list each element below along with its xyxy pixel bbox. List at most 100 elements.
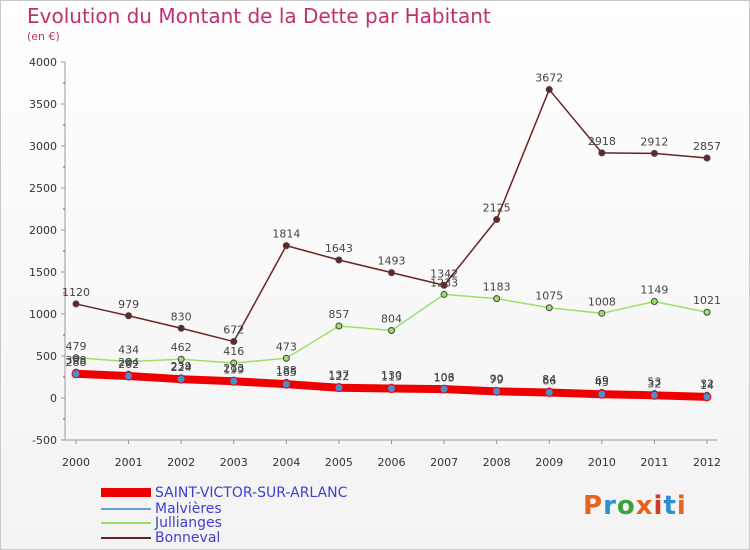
data-point: [176, 374, 186, 384]
x-tick-label: 2000: [62, 456, 90, 469]
data-point: [281, 379, 291, 389]
logo-letter: i: [653, 491, 664, 521]
data-label: 284: [118, 356, 139, 369]
legend-label: Jullianges: [155, 515, 222, 531]
x-tick-label: 2005: [325, 456, 353, 469]
data-label: 1183: [483, 281, 511, 294]
data-point: [598, 309, 606, 317]
legend-swatch: [101, 537, 151, 539]
data-point: [335, 256, 343, 264]
data-label: 122: [328, 370, 349, 383]
data-point: [650, 297, 658, 305]
data-label: 1008: [588, 295, 616, 308]
data-point: [702, 392, 712, 402]
data-label: 53: [647, 376, 661, 389]
data-point: [334, 383, 344, 393]
x-tick-label: 2011: [640, 456, 668, 469]
logo-letter: o: [616, 491, 636, 521]
data-point: [230, 338, 238, 346]
data-label: 79: [490, 373, 504, 386]
data-point: [440, 281, 448, 289]
legend-label: SAINT-VICTOR-SUR-ARLANC: [155, 485, 348, 501]
y-tick-label: 1500: [29, 266, 57, 279]
data-label: 45: [595, 376, 609, 389]
x-tick-label: 2009: [535, 456, 563, 469]
y-tick-label: 2000: [29, 224, 57, 237]
logo-letter: x: [635, 491, 654, 521]
data-label: 224: [171, 361, 192, 374]
data-label: 66: [542, 374, 556, 387]
data-label: 1493: [378, 255, 406, 268]
data-point: [493, 216, 501, 223]
data-label: 32: [647, 377, 661, 390]
data-label: 473: [276, 340, 297, 353]
data-label: 479: [66, 340, 87, 353]
data-label: 106: [434, 371, 455, 384]
data-point: [282, 354, 290, 362]
chart-title: Evolution du Montant de la Dette par Hab…: [27, 4, 491, 28]
data-point: [177, 324, 185, 332]
x-tick-label: 2010: [588, 456, 616, 469]
data-label: 1233: [430, 276, 458, 289]
data-label: 1814: [272, 228, 300, 241]
y-tick-label: 3000: [29, 140, 57, 153]
data-label: 32: [700, 377, 714, 390]
data-label: 2857: [693, 140, 721, 153]
data-label: 165: [276, 366, 297, 379]
data-label: 1021: [693, 294, 721, 307]
data-label: 416: [223, 345, 244, 358]
data-label: 830: [171, 310, 192, 323]
legend-swatch: [101, 488, 151, 497]
data-point: [72, 354, 80, 362]
data-point: [597, 389, 607, 399]
data-point: [544, 387, 554, 397]
data-label: 103: [434, 371, 455, 384]
data-point: [229, 376, 239, 386]
data-label: 199: [223, 363, 244, 376]
y-tick-label: 500: [36, 350, 57, 363]
data-label: 14: [700, 379, 714, 392]
data-point: [177, 355, 185, 363]
data-label: 239: [171, 360, 192, 373]
proxiti-logo: Proxiti: [583, 491, 687, 521]
data-label: 288: [66, 356, 87, 369]
data-point: [72, 300, 80, 308]
logo-letter: r: [603, 491, 617, 521]
data-label: 3672: [535, 72, 563, 85]
data-label: 857: [328, 308, 349, 321]
data-label: 84: [542, 373, 556, 386]
data-point: [388, 269, 395, 277]
x-tick-label: 2001: [115, 456, 143, 469]
data-point: [493, 295, 501, 303]
x-tick-label: 2007: [430, 456, 458, 469]
x-tick-label: 2003: [220, 456, 248, 469]
data-label: 188: [276, 364, 297, 377]
x-tick-label: 2004: [272, 456, 300, 469]
data-label: 1120: [62, 286, 90, 299]
legend-swatch: [101, 508, 151, 510]
data-point: [125, 358, 133, 366]
data-point: [545, 304, 553, 312]
y-tick-label: 4000: [29, 56, 57, 69]
x-tick-label: 2008: [483, 456, 511, 469]
legend-label: Malvières: [155, 501, 222, 517]
data-label: 213: [223, 362, 244, 375]
y-tick-label: 3500: [29, 98, 57, 111]
logo-letter: P: [583, 491, 604, 521]
data-point: [492, 386, 502, 396]
data-point: [125, 312, 133, 320]
data-label: 979: [118, 298, 139, 311]
data-label: 1643: [325, 242, 353, 255]
data-point: [335, 322, 343, 330]
data-label: 137: [328, 368, 349, 381]
x-tick-label: 2006: [378, 456, 406, 469]
data-point: [282, 242, 290, 250]
data-label: 2918: [588, 135, 616, 148]
data-label: 69: [595, 374, 609, 387]
data-point: [703, 154, 711, 162]
y-tick-label: -500: [32, 434, 57, 447]
data-point: [388, 326, 395, 334]
data-point: [439, 384, 449, 394]
